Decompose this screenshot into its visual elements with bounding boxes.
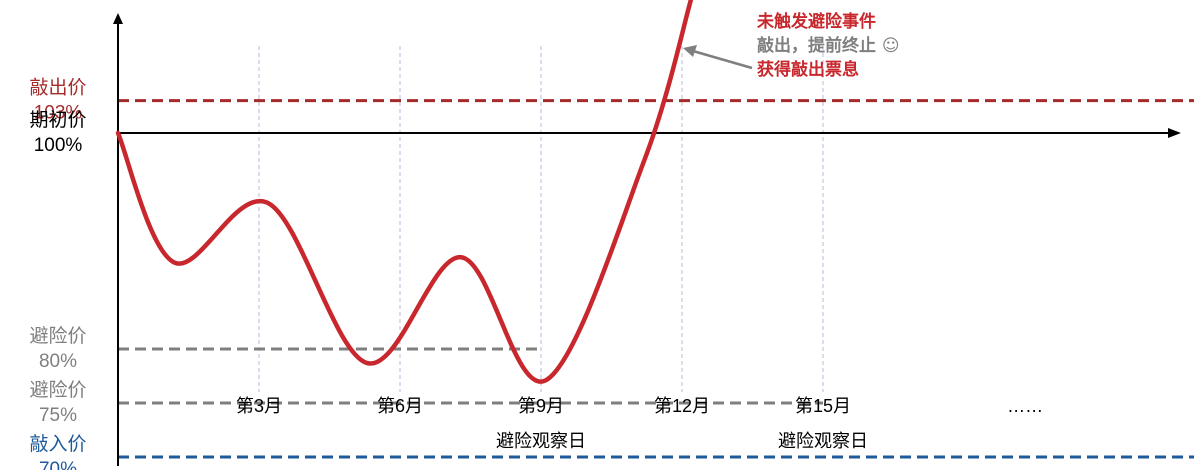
- x-tick-label: 第9月: [518, 396, 564, 416]
- annotation-arrow-head: [683, 45, 697, 57]
- knock_in-value: 70%: [39, 459, 77, 470]
- protect80-value: 80%: [39, 351, 77, 372]
- level-lines: [118, 99, 1194, 459]
- x-tick-label: 第12月: [654, 396, 710, 416]
- y-axis-arrow: [113, 13, 123, 24]
- annotation-line-1: 未触发避险事件: [756, 11, 876, 32]
- protect80-name: 避险价: [29, 325, 86, 347]
- observation-date-label: 避险观察日: [778, 431, 868, 451]
- knock_out-name: 敲出价: [29, 77, 86, 99]
- price-path-layer: [115, 0, 694, 384]
- observation-date-label: 避险观察日: [496, 431, 586, 451]
- x-tick-ellipsis: ……: [1007, 396, 1043, 416]
- annotation-line-3: 获得敲出票息: [757, 59, 859, 80]
- protect75-value: 75%: [39, 405, 77, 426]
- price-path-line: [115, 0, 694, 384]
- x-tick-label: 第6月: [377, 396, 423, 416]
- protect75-name: 避险价: [29, 379, 86, 401]
- knock_in-name: 敲入价: [29, 433, 86, 455]
- initial-value: 100%: [34, 135, 83, 156]
- annotation-line-2: 敲出，提前终止 ☺: [757, 35, 900, 56]
- labels: 第3月第6月第9月第12月第15月第24月……避险观察日避险观察日敲出价103%…: [29, 11, 1043, 470]
- axes: [113, 13, 1181, 466]
- initial-name: 期初价: [29, 109, 86, 131]
- x-axis-arrow: [1168, 128, 1181, 138]
- x-tick-label: 第3月: [236, 396, 282, 416]
- annotation-arrow-line: [692, 49, 753, 70]
- knock_out-value: 103%: [34, 103, 83, 124]
- x-tick-label: 第15月: [795, 396, 851, 416]
